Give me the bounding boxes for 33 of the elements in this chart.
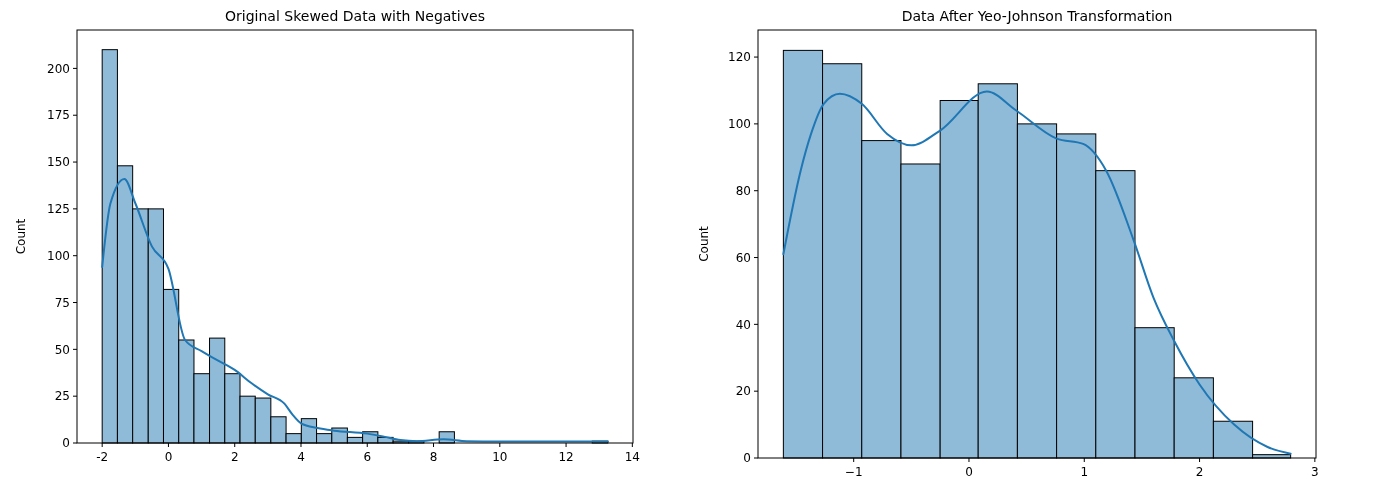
y-tick-label: 150 <box>47 155 70 170</box>
x-tick-label: 0 <box>164 450 173 464</box>
y-tick-label: 200 <box>47 61 70 76</box>
y-tick-label: 60 <box>735 250 751 265</box>
y-tick-label: 125 <box>47 202 70 217</box>
x-tick-label: 4 <box>297 450 305 464</box>
x-tick-label: 14 <box>624 450 640 464</box>
x-tick-label: 10 <box>492 450 508 464</box>
x-tick-label: 12 <box>558 450 574 464</box>
y-tick-label: 20 <box>735 384 751 399</box>
x-tick-label: 8 <box>429 450 438 464</box>
y-tick-label: 75 <box>54 295 70 310</box>
y-tick-label: 25 <box>54 389 70 404</box>
x-tick-label: -2 <box>96 450 109 464</box>
x-tick-label: 3 <box>1311 465 1319 479</box>
y-tick-label: 80 <box>735 183 751 198</box>
x-tick-label: 0 <box>965 465 973 479</box>
x-tick-label: −1 <box>844 465 863 479</box>
y-tick-label: 0 <box>62 436 70 451</box>
y-tick-label: 100 <box>728 117 751 132</box>
y-tick-label: 175 <box>47 108 70 123</box>
x-tick-label: 6 <box>363 450 372 464</box>
x-tick-label: 1 <box>1080 465 1089 479</box>
y-tick-label: 100 <box>47 248 70 263</box>
y-tick-label: 40 <box>735 317 751 332</box>
x-tick-label: 2 <box>1195 465 1204 479</box>
x-tick-label: 2 <box>230 450 239 464</box>
chart-title: Original Skewed Data with Negatives <box>225 8 485 24</box>
chart-title: Data After Yeo-Johnson Transformation <box>901 8 1173 24</box>
y-axis-title: Count <box>697 225 711 262</box>
y-tick-label: 120 <box>728 50 751 65</box>
y-axis-title: Count <box>14 218 28 255</box>
y-tick-label: 50 <box>54 342 70 357</box>
